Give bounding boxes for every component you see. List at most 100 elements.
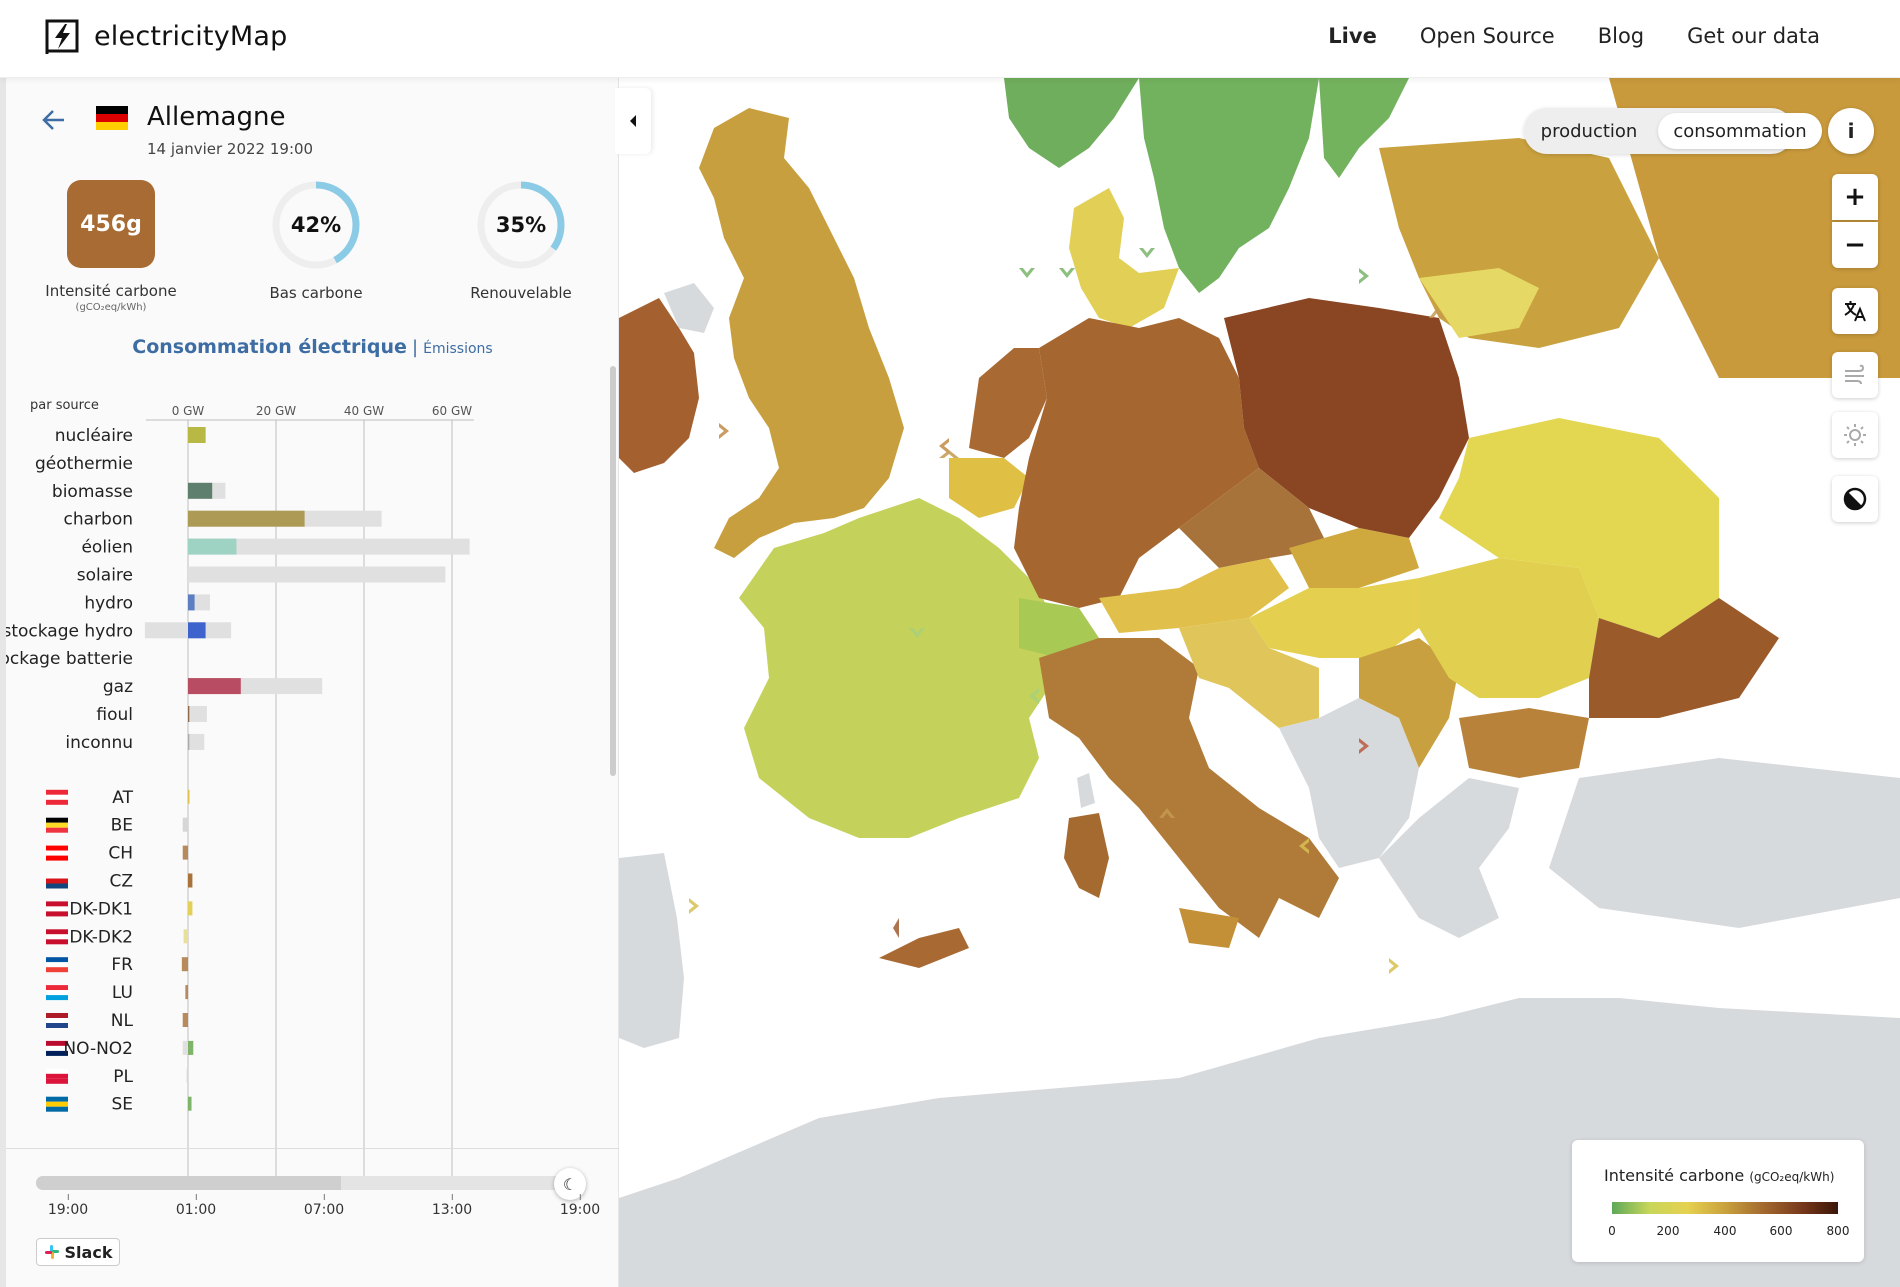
zone-denmark[interactable] <box>1069 188 1179 328</box>
exchange-arrow <box>1159 808 1175 818</box>
caret-left-icon <box>630 115 636 127</box>
wind-icon <box>1845 364 1865 385</box>
exchange-arrow <box>893 918 899 938</box>
zone-norway[interactable] <box>1004 78 1139 168</box>
language-button[interactable] <box>1832 288 1878 334</box>
chart-tabs: Consommation électrique | Émissions <box>6 336 619 358</box>
flag-stripe <box>46 911 68 917</box>
flag-stripe <box>46 990 68 996</box>
zoom-in-button[interactable]: + <box>1832 174 1878 220</box>
zone-sicily[interactable] <box>1179 908 1239 948</box>
exchange-label: SE <box>111 1095 133 1115</box>
source-label: biomasse <box>52 482 133 502</box>
time-slider[interactable]: ☾ 19:00 01:00 07:00 13:00 19:00 <box>36 1168 600 1228</box>
zone-netherlands[interactable] <box>969 348 1047 458</box>
production-bar <box>188 594 195 611</box>
flag-stripe <box>46 878 68 884</box>
zone-hungary[interactable] <box>1249 578 1419 658</box>
flag-stripe <box>46 817 68 823</box>
zone-great-britain[interactable] <box>699 108 904 558</box>
flag-stripe <box>46 957 68 963</box>
zone-turkey[interactable] <box>1549 758 1900 928</box>
mode-consumption-button[interactable]: consommation <box>1658 113 1822 149</box>
flag-stripe <box>46 827 68 833</box>
zone-corsica[interactable] <box>1077 773 1095 808</box>
renewable-ring: 35% <box>476 180 566 270</box>
panel-scrollbar[interactable] <box>610 366 616 776</box>
zone-serbia[interactable] <box>1359 638 1459 768</box>
zone-italy[interactable] <box>1039 638 1339 938</box>
exchange-label: LU <box>112 983 133 1003</box>
nav-get-data[interactable]: Get our data <box>1687 24 1820 48</box>
source-label: solaire <box>77 566 133 586</box>
carbon-intensity-value: 456g <box>67 180 155 268</box>
low-carbon-stat: 42% Bas carbone <box>231 180 401 302</box>
production-bar <box>188 706 190 722</box>
collapse-panel-button[interactable] <box>615 88 651 154</box>
zone-romania[interactable] <box>1419 558 1599 698</box>
zone-slovakia[interactable] <box>1289 528 1419 588</box>
map-canvas[interactable] <box>619 78 1900 1287</box>
production-bar <box>188 733 190 750</box>
zone-bulgaria[interactable] <box>1459 708 1589 778</box>
zone-sardinia[interactable] <box>1064 813 1109 898</box>
zone-portugal[interactable] <box>619 853 684 1048</box>
exchange-bar <box>188 789 190 804</box>
zone-germany[interactable] <box>1014 318 1259 608</box>
solar-layer-button[interactable] <box>1832 412 1878 458</box>
time-slider-fill <box>36 1176 341 1190</box>
time-tick: 19:00 <box>47 1194 89 1218</box>
zone-finland[interactable] <box>1319 78 1409 178</box>
logo[interactable]: electricityMap <box>44 18 287 54</box>
nav-blog[interactable]: Blog <box>1597 24 1645 48</box>
europe-map[interactable] <box>619 78 1900 1287</box>
zone-slovenia-croatia[interactable] <box>1179 618 1319 728</box>
mode-production-button[interactable]: production <box>1540 120 1638 142</box>
production-bar <box>188 482 213 499</box>
slack-button[interactable]: Slack <box>36 1238 120 1266</box>
time-tick: 19:00 <box>559 1194 601 1218</box>
zone-greece[interactable] <box>1379 778 1519 938</box>
zone-northern-ireland[interactable] <box>664 283 714 333</box>
zone-switzerland[interactable] <box>1019 598 1099 658</box>
zoom-out-button[interactable]: − <box>1832 222 1878 268</box>
exchange-label: BE <box>111 816 133 836</box>
nav-live[interactable]: Live <box>1328 24 1377 48</box>
zone-balearic[interactable] <box>879 928 969 968</box>
tab-emissions[interactable]: Émissions <box>423 341 493 357</box>
back-arrow-icon[interactable] <box>40 106 68 134</box>
flag-stripe <box>46 1068 68 1074</box>
zone-moldova-east[interactable] <box>1589 598 1779 718</box>
exchange-bar <box>182 1013 188 1027</box>
zone-balkans[interactable] <box>1279 698 1419 868</box>
logo-text: electricityMap <box>94 20 288 52</box>
zone-sweden[interactable] <box>1139 78 1319 293</box>
exchange-bar <box>188 1040 194 1055</box>
lightning-flag-icon <box>45 19 79 54</box>
carbon-intensity-unit: (gCO₂eq/kWh) <box>75 302 147 313</box>
info-button[interactable]: i <box>1828 108 1874 154</box>
zone-austria[interactable] <box>1099 558 1289 633</box>
source-label: stockage hydro <box>6 621 133 641</box>
tab-consumption[interactable]: Consommation électrique <box>132 336 407 358</box>
zone-ukraine[interactable] <box>1439 418 1719 638</box>
low-carbon-value: 42% <box>290 213 342 237</box>
zone-france[interactable] <box>739 498 1059 838</box>
zone-ireland[interactable] <box>619 298 699 473</box>
zone-name: Allemagne <box>147 102 286 132</box>
time-slider-handle[interactable]: ☾ <box>554 1168 586 1200</box>
zone-belgium[interactable] <box>949 458 1029 518</box>
colorblind-mode-button[interactable] <box>1832 476 1878 522</box>
wind-layer-button[interactable] <box>1832 352 1878 398</box>
legend-tick: 400 <box>1713 1224 1737 1238</box>
tab-separator: | <box>411 337 419 358</box>
source-label: nucléaire <box>55 426 133 446</box>
production-bar <box>188 538 237 555</box>
zone-lithuania[interactable] <box>1419 268 1539 338</box>
zone-poland[interactable] <box>1224 298 1469 538</box>
flag-stripe <box>46 789 68 795</box>
zone-czechia[interactable] <box>1179 468 1329 568</box>
source-label: géothermie <box>35 454 133 474</box>
nav-open-source[interactable]: Open Source <box>1419 24 1555 48</box>
exchange-arrow <box>1389 958 1399 974</box>
